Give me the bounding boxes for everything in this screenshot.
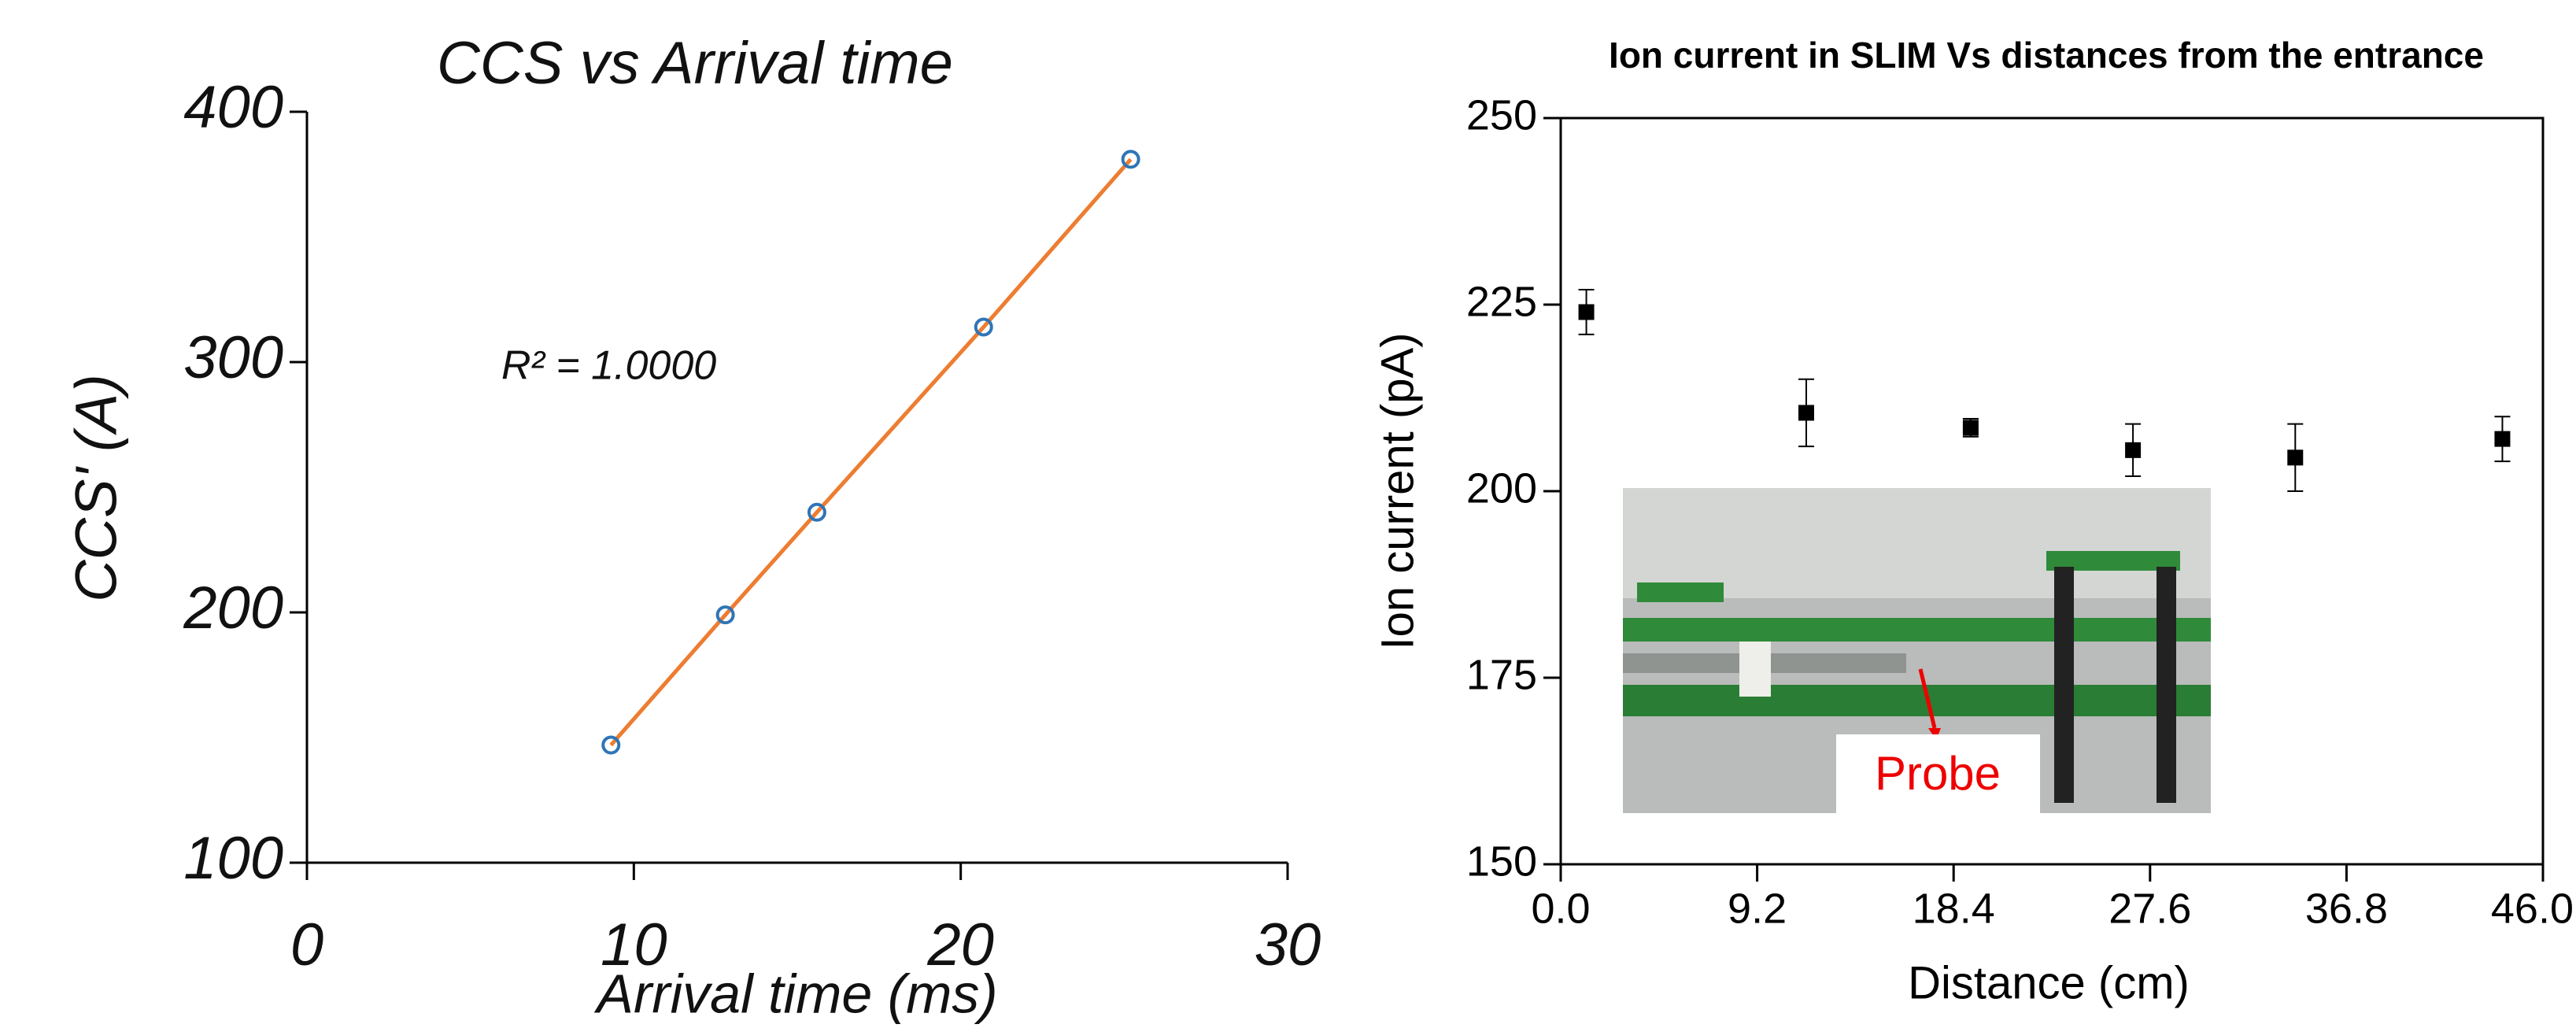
x-tick-label: 46.0 xyxy=(2491,885,2574,932)
series-line xyxy=(609,157,1133,747)
y-tick-label: 200 xyxy=(1466,464,1537,512)
chart-title: Ion current in SLIM Vs distances from th… xyxy=(1609,35,2484,76)
x-axis-title: Arrival time (ms) xyxy=(593,963,997,1024)
point xyxy=(1121,150,1140,169)
y-axis-title: Ion current (pA) xyxy=(1372,333,1423,650)
point xyxy=(1798,405,1814,421)
chart-title: CCS vs Arrival time xyxy=(437,30,953,97)
point xyxy=(1578,304,1595,320)
x-tick-label: 0 xyxy=(290,912,323,978)
y-tick-label: 225 xyxy=(1466,278,1537,325)
right-panel: Ion current in SLIM Vs distances from th… xyxy=(1372,35,2574,1008)
point xyxy=(2125,442,2142,458)
point xyxy=(715,605,735,625)
y-axis-title: CCS' (A) xyxy=(64,374,129,602)
x-tick-label: 20 xyxy=(926,912,994,978)
y-tick-label: 175 xyxy=(1466,651,1537,698)
point xyxy=(974,317,993,337)
x-tick-label: 18.4 xyxy=(1913,885,1995,932)
point xyxy=(1962,420,1979,436)
point xyxy=(601,735,621,755)
y-tick-label: 200 xyxy=(183,575,283,642)
y-tick-label: 400 xyxy=(183,74,283,141)
y-tick-label: 150 xyxy=(1466,838,1537,885)
y-tick-label: 100 xyxy=(183,825,283,892)
y-tick-label: 300 xyxy=(183,324,283,391)
y-tick-label: 250 xyxy=(1466,91,1537,139)
point xyxy=(2287,449,2304,466)
x-axis-title: Distance (cm) xyxy=(1908,957,2190,1008)
left-panel: CCS vs Arrival time Arrival time (ms) CC… xyxy=(64,30,1321,1024)
x-tick-label: 0.0 xyxy=(1531,885,1590,932)
x-tick-label: 36.8 xyxy=(2305,885,2388,932)
x-tick-label: 9.2 xyxy=(1728,885,1787,932)
x-tick-label: 27.6 xyxy=(2108,885,2191,932)
annotation: R² = 1.0000 xyxy=(501,343,716,389)
point xyxy=(2494,431,2511,447)
inset-photo: Probe xyxy=(1623,488,2211,813)
x-tick-label: 10 xyxy=(601,912,667,978)
x-tick-label: 30 xyxy=(1255,912,1321,978)
inset-label: Probe xyxy=(1875,747,2001,800)
point xyxy=(807,502,826,522)
